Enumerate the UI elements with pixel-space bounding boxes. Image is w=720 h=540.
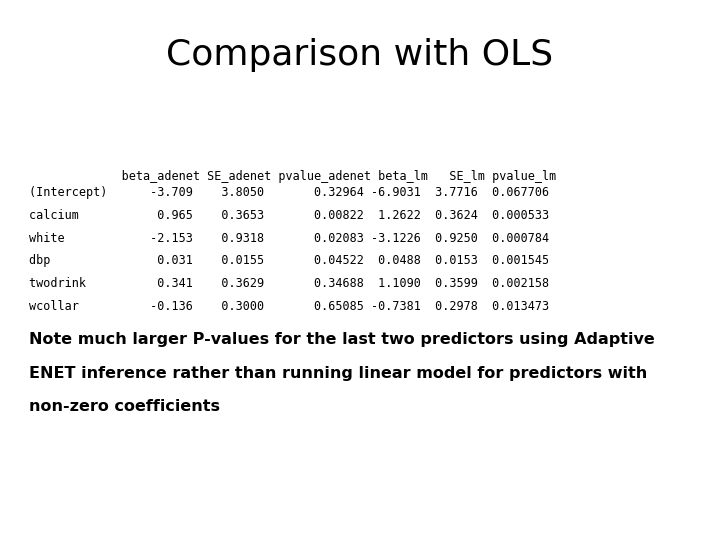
- Text: white            -2.153    0.9318       0.02083 -3.1226  0.9250  0.000784: white -2.153 0.9318 0.02083 -3.1226 0.92…: [29, 232, 549, 245]
- Text: ENET inference rather than running linear model for predictors with: ENET inference rather than running linea…: [29, 366, 647, 381]
- Text: non-zero coefficients: non-zero coefficients: [29, 399, 220, 414]
- Text: Note much larger P-values for the last two predictors using Adaptive: Note much larger P-values for the last t…: [29, 332, 654, 347]
- Text: (Intercept)      -3.709    3.8050       0.32964 -6.9031  3.7716  0.067706: (Intercept) -3.709 3.8050 0.32964 -6.903…: [29, 186, 549, 199]
- Text: Comparison with OLS: Comparison with OLS: [166, 38, 554, 72]
- Text: beta_adenet SE_adenet pvalue_adenet beta_lm   SE_lm pvalue_lm: beta_adenet SE_adenet pvalue_adenet beta…: [29, 170, 556, 183]
- Text: calcium           0.965    0.3653       0.00822  1.2622  0.3624  0.000533: calcium 0.965 0.3653 0.00822 1.2622 0.36…: [29, 209, 549, 222]
- Text: wcollar          -0.136    0.3000       0.65085 -0.7381  0.2978  0.013473: wcollar -0.136 0.3000 0.65085 -0.7381 0.…: [29, 300, 549, 313]
- Text: dbp               0.031    0.0155       0.04522  0.0488  0.0153  0.001545: dbp 0.031 0.0155 0.04522 0.0488 0.0153 0…: [29, 254, 549, 267]
- Text: twodrink          0.341    0.3629       0.34688  1.1090  0.3599  0.002158: twodrink 0.341 0.3629 0.34688 1.1090 0.3…: [29, 277, 549, 290]
